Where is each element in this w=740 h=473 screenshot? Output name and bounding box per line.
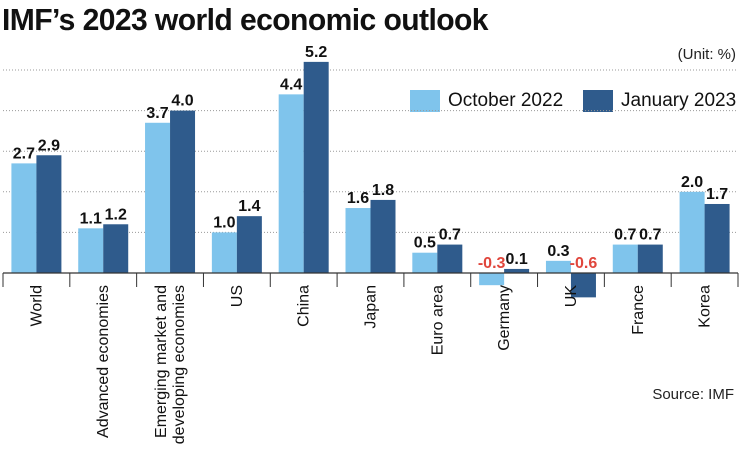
bar-october: [211, 232, 237, 273]
data-label: 2.9: [38, 137, 60, 154]
data-label: 0.3: [547, 243, 569, 260]
data-label: 0.7: [614, 227, 636, 244]
category-label: Advanced economies: [95, 285, 112, 438]
category-label: Emerging market and: [153, 285, 170, 438]
category-label: China: [296, 285, 313, 327]
category-label: UK: [563, 285, 580, 308]
data-label: 4.0: [171, 93, 193, 110]
data-label: 1.6: [347, 190, 369, 207]
category-label: Japan: [363, 285, 380, 329]
data-label: 2.0: [681, 174, 703, 191]
bar-october: [412, 252, 438, 273]
bar-october: [545, 260, 571, 273]
bar-october: [278, 94, 304, 273]
data-label: 1.0: [213, 214, 235, 231]
bar-january: [704, 203, 730, 273]
chart-title: IMF’s 2023 world economic outlook: [2, 2, 489, 37]
category-label: Euro area: [429, 285, 446, 355]
data-label: 0.7: [639, 227, 661, 244]
bar-october: [11, 163, 37, 273]
data-label: 1.4: [238, 198, 260, 215]
data-label: 0.5: [414, 235, 436, 252]
category-label: Germany: [496, 285, 513, 351]
category-label: France: [630, 285, 647, 335]
legend-label-january: January 2023: [621, 90, 737, 111]
bar-october: [345, 208, 371, 273]
data-label: 1.1: [80, 210, 102, 227]
unit-label: (Unit: %): [677, 46, 736, 63]
data-label: -0.6: [570, 255, 598, 272]
bar-october: [78, 228, 104, 273]
data-label: 1.7: [706, 186, 728, 203]
category-label: developing economies: [171, 285, 188, 444]
data-label: 3.7: [146, 105, 168, 122]
data-label: 1.8: [372, 182, 394, 199]
bar-january: [303, 61, 329, 273]
bar-january: [437, 244, 463, 273]
bar-january: [103, 224, 129, 273]
legend-swatch-january: [583, 90, 613, 112]
data-label: 5.2: [305, 44, 327, 61]
bar-january: [637, 244, 663, 273]
bar-january: [236, 216, 262, 273]
data-label: -0.3: [478, 255, 506, 272]
bar-january: [170, 110, 196, 273]
source-label: Source: IMF: [652, 386, 734, 403]
category-label: World: [28, 285, 45, 327]
legend-label-october: October 2022: [448, 90, 564, 111]
category-label: Korea: [697, 285, 714, 328]
bar-october: [612, 244, 638, 273]
bar-january: [504, 268, 530, 273]
data-label: 1.2: [105, 206, 127, 223]
data-label: 0.1: [506, 251, 528, 268]
data-label: 0.7: [439, 227, 461, 244]
bar-january: [370, 199, 396, 273]
data-label: 4.4: [280, 76, 302, 93]
bar-january: [570, 273, 596, 298]
legend-item-january: January 2023: [583, 90, 736, 112]
bar-october: [479, 273, 505, 286]
bar-october: [145, 122, 171, 273]
category-label: US: [229, 285, 246, 307]
data-label: 2.7: [13, 145, 35, 162]
bar-january: [36, 155, 62, 273]
legend-swatch-october: [410, 90, 440, 112]
legend-item-october: October 2022: [410, 90, 563, 112]
bar-october: [679, 191, 705, 273]
